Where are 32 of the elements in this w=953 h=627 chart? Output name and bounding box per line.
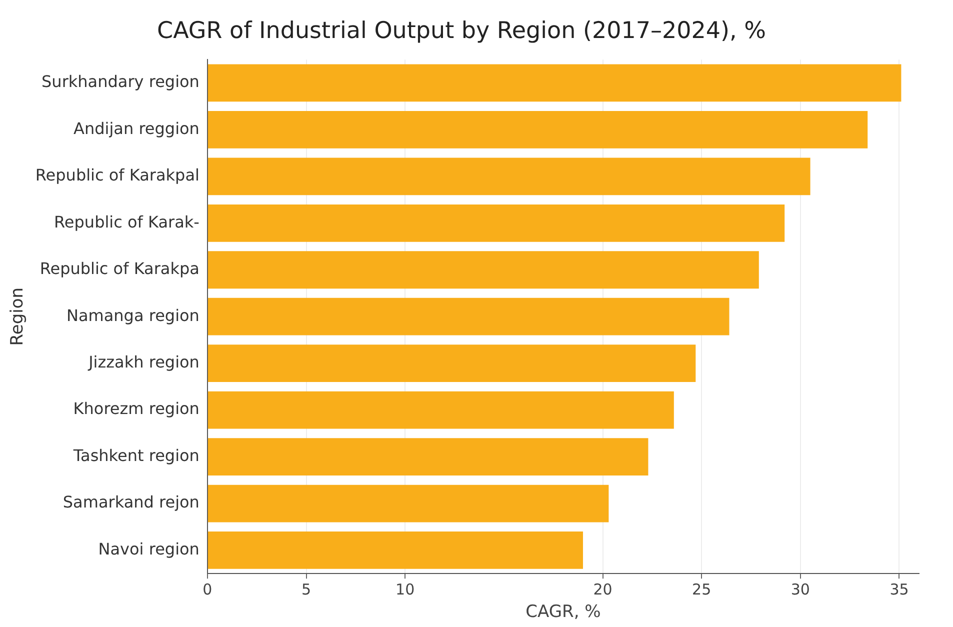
x-tick-label: 0: [202, 580, 212, 598]
y-tick-label: Surkhandary region: [42, 72, 200, 92]
y-tick-label: Navoi region: [98, 539, 200, 558]
bar: [208, 158, 810, 196]
chart-title: CAGR of Industrial Output by Region (2017–2024), %: [157, 18, 766, 44]
x-tick-label: 20: [593, 580, 612, 598]
y-tick-label: Namanga region: [66, 306, 200, 325]
bar: [208, 111, 868, 148]
bar: [208, 391, 674, 429]
y-tick-label: Andijan reggion: [74, 118, 200, 138]
x-axis-title: CAGR, %: [526, 602, 601, 622]
bar: [208, 298, 730, 336]
x-tick-label: 25: [692, 580, 712, 598]
x-tick-label: 10: [396, 580, 415, 598]
y-tick-label: Khorezm region: [73, 399, 200, 418]
bar: [208, 344, 696, 382]
y-tick-label: Tashkent region: [72, 446, 200, 465]
y-tick-label: Republic of Karakpa: [40, 259, 200, 278]
y-tick-label: Jizzakh region: [88, 352, 200, 372]
bar: [208, 204, 785, 242]
x-tick-label: 30: [790, 580, 810, 598]
x-tick-label: 5: [302, 580, 312, 598]
y-tick-label: Republic of Karakpal: [35, 166, 200, 185]
x-tick-label: 35: [890, 580, 909, 598]
y-tick-label: Republic of Karak-: [54, 212, 200, 232]
bar: [208, 438, 648, 476]
bar: [208, 484, 609, 522]
y-axis-title: Region: [8, 288, 28, 346]
bar: [208, 64, 902, 102]
bar: [208, 251, 759, 289]
bar: [208, 532, 583, 569]
y-tick-label: Samarkand rejon: [62, 492, 200, 512]
